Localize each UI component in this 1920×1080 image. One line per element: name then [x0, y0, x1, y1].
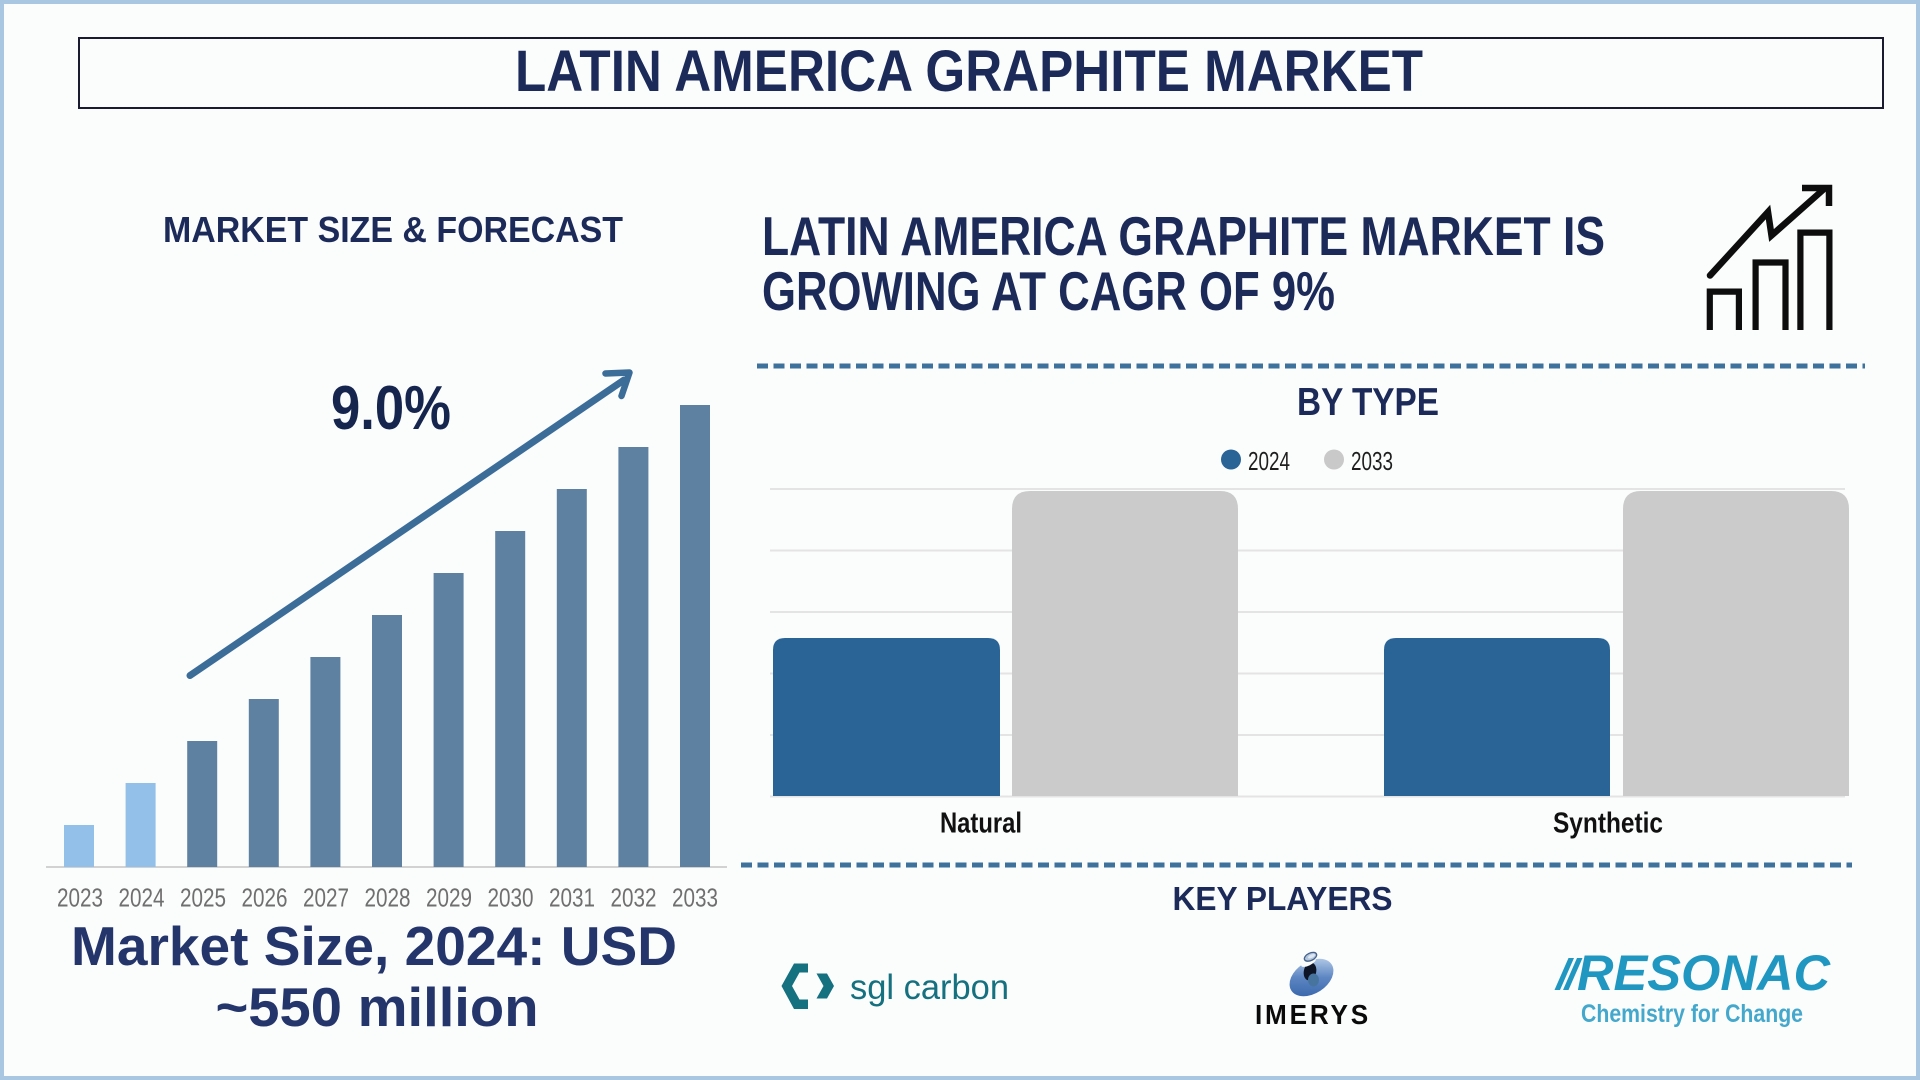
- svg-text:2024: 2024: [1248, 446, 1290, 476]
- svg-text:2031: 2031: [549, 883, 595, 913]
- svg-text:2023: 2023: [57, 883, 103, 913]
- svg-text:2029: 2029: [426, 883, 472, 913]
- svg-text:2028: 2028: [365, 883, 411, 913]
- svg-text:2030: 2030: [488, 883, 534, 913]
- svg-text:~550 million: ~550 million: [216, 976, 539, 1038]
- svg-text:2027: 2027: [303, 883, 349, 913]
- svg-text:BY TYPE: BY TYPE: [1297, 381, 1439, 424]
- svg-text:LATIN AMERICA GRAPHITE MARKET: LATIN AMERICA GRAPHITE MARKET: [515, 39, 1423, 104]
- svg-text:2025: 2025: [180, 883, 226, 913]
- svg-text:IMERYS: IMERYS: [1255, 999, 1371, 1030]
- svg-text:MARKET SIZE & FORECAST: MARKET SIZE & FORECAST: [163, 209, 623, 250]
- svg-text:2033: 2033: [1351, 446, 1393, 476]
- svg-text:9.0%: 9.0%: [331, 374, 451, 443]
- svg-text:Natural: Natural: [940, 808, 1022, 840]
- svg-text:LATIN AMERICA GRAPHITE MARKET: LATIN AMERICA GRAPHITE MARKET IS: [762, 205, 1605, 267]
- svg-text:sgl carbon: sgl carbon: [850, 968, 1009, 1007]
- svg-text:2024: 2024: [119, 883, 165, 913]
- svg-text:KEY PLAYERS: KEY PLAYERS: [1173, 880, 1393, 917]
- svg-text:RESONAC: RESONAC: [1577, 945, 1831, 1001]
- svg-text:GROWING AT CAGR OF 9%: GROWING AT CAGR OF 9%: [762, 260, 1335, 322]
- svg-text:2033: 2033: [672, 883, 718, 913]
- svg-text:2026: 2026: [242, 883, 288, 913]
- svg-text:2032: 2032: [611, 883, 657, 913]
- svg-text:Synthetic: Synthetic: [1553, 808, 1663, 840]
- svg-text:Chemistry for Change: Chemistry for Change: [1581, 1000, 1803, 1028]
- svg-text:Market Size, 2024: USD: Market Size, 2024: USD: [71, 915, 677, 977]
